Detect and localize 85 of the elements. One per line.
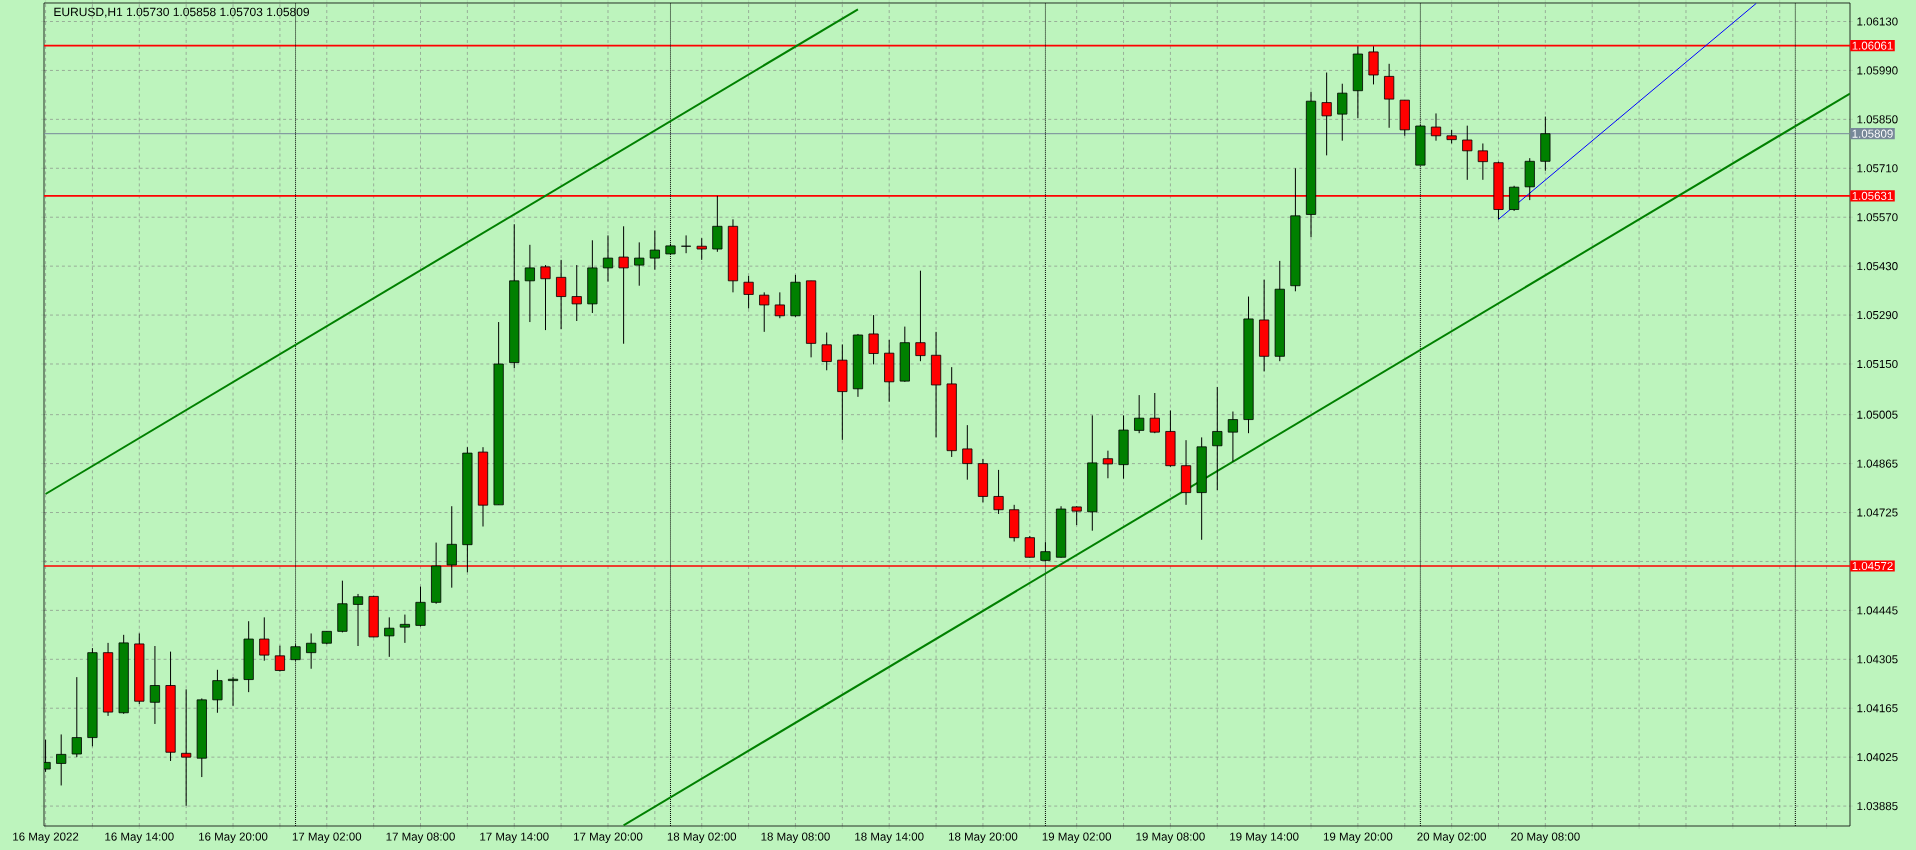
candlestick [149,645,161,725]
candlestick [821,332,832,371]
x-tick-label: 18 May 14:00 [855,832,924,843]
x-tick-label: 17 May 14:00 [480,832,549,843]
y-tick-label: 1.04725 [1857,508,1898,517]
candlestick [274,645,285,673]
x-tick-label: 16 May 14:00 [105,832,174,843]
y-tick-label: 1.04445 [1857,606,1898,615]
candlestick [1024,535,1035,559]
candlestick [1462,125,1473,181]
candlestick [743,275,754,309]
x-tick-label: 17 May 08:00 [386,832,455,843]
candlestick [774,291,785,319]
candlestick [915,270,926,362]
candlestick [1071,505,1082,526]
x-tick-label: 18 May 20:00 [948,832,1018,843]
x-tick-label: 18 May 08:00 [761,832,830,843]
candlestick [634,241,645,287]
candlestick [1430,112,1442,142]
x-tick-label: 18 May 02:00 [667,832,737,843]
candlestick [446,505,457,589]
candlestick [649,230,660,271]
candlestick [306,632,317,670]
candlestick [1384,63,1395,129]
candlestick [696,237,707,261]
candlestick [1227,411,1238,462]
y-tick-label: 1.05710 [1857,164,1898,173]
candlestick [571,264,582,322]
candlestick [1212,386,1223,491]
ref-line-label: 1.04572 [1852,561,1893,571]
candlestick [1321,72,1332,156]
candlestick [962,424,973,481]
x-tick-label: 17 May 20:00 [574,832,643,843]
y-tick-label: 1.04025 [1857,753,1898,762]
x-tick-label: 17 May 02:00 [292,832,362,843]
chart-title: EURUSD,H1 1.05730 1.05858 1.05703 1.05809 [54,7,309,18]
x-tick-label: 16 May 20:00 [199,832,268,843]
ref-line-label: 1.05809 [1852,129,1893,138]
x-tick-label: 20 May 08:00 [1511,832,1580,843]
candlestick [1477,142,1488,181]
candlestick [993,469,1004,515]
candlestick [556,259,567,330]
candlestick [1134,394,1145,434]
ref-line-label: 1.06061 [1852,41,1893,50]
candlestick [540,264,551,331]
candlestick [1149,392,1160,434]
candlestick [71,676,82,758]
candlestick [681,234,692,254]
y-tick-label: 1.05850 [1857,115,1898,124]
x-tick-label: 20 May 02:00 [1417,832,1487,843]
candlestick [352,593,364,647]
candlestick [415,586,426,627]
y-tick-label: 1.05570 [1857,213,1898,222]
candlestick [1509,185,1520,212]
ref-line-label: 1.05631 [1852,191,1893,200]
candlestick [1102,450,1114,479]
candlestick [868,314,879,365]
x-tick-label: 19 May 02:00 [1042,832,1112,843]
candlestick [602,234,614,283]
candlestick [259,616,270,662]
candlestick [212,669,223,714]
y-tick-label: 1.04165 [1857,704,1898,713]
y-tick-label: 1.05290 [1857,311,1898,320]
y-tick-label: 1.05430 [1857,262,1898,271]
x-tick-label: 19 May 20:00 [1323,832,1393,843]
x-tick-label: 16 May 2022 [13,832,79,843]
candlestick [56,733,67,786]
candlestick [384,616,395,658]
candlestick [399,614,410,644]
candlestick [1337,83,1348,142]
candlestick [618,225,629,345]
y-tick-label: 1.03885 [1857,802,1898,811]
candlestick [759,291,770,333]
y-tick-label: 1.05005 [1857,410,1898,419]
x-tick-label: 19 May 08:00 [1136,832,1205,843]
y-tick-label: 1.04865 [1857,459,1898,468]
candlestick [227,676,239,707]
candlestick [524,244,535,323]
y-tick-label: 1.06130 [1857,17,1898,26]
x-tick-label: 19 May 14:00 [1230,832,1299,843]
y-tick-label: 1.05990 [1857,66,1898,75]
candlestick [181,688,192,807]
candlestick [712,195,723,253]
y-tick-label: 1.04305 [1857,655,1898,664]
y-tick-label: 1.05150 [1857,359,1898,369]
